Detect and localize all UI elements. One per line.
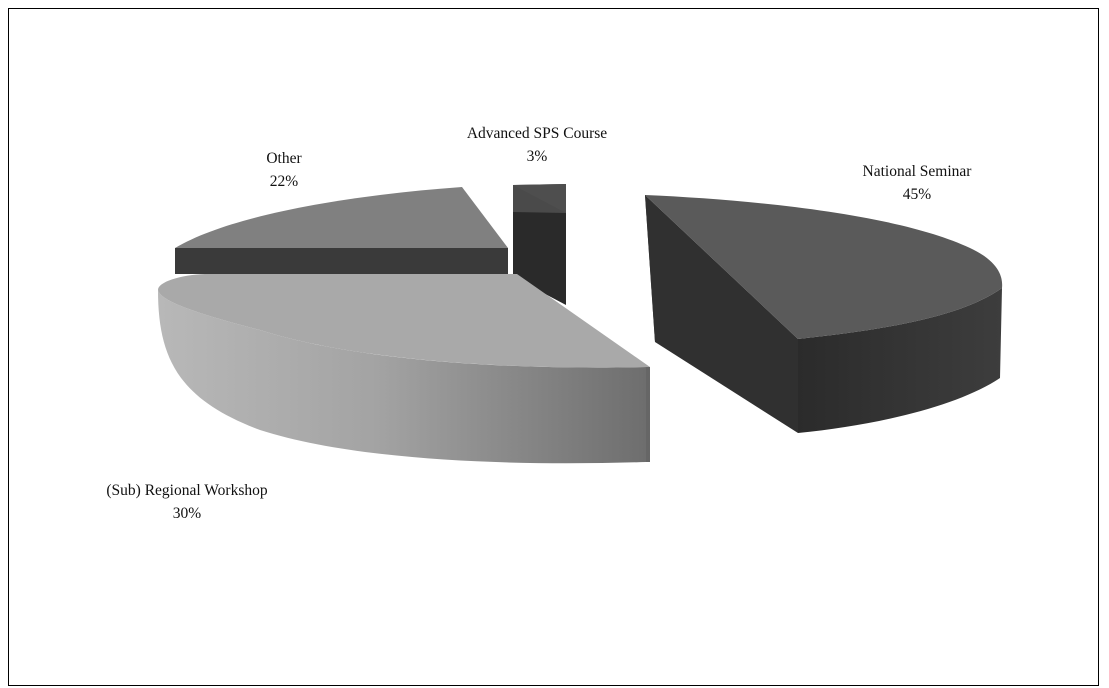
value-national-seminar: 45% [903,186,932,203]
slice-other-top [175,187,508,248]
slice-national-seminar-side-radial [645,195,798,433]
slice-other-side [175,248,508,274]
slice-national-seminar-top [645,195,1003,339]
value-other: 22% [270,173,299,190]
label-other: Other [266,150,302,167]
slice-advanced-sps-course-top [513,184,566,213]
slice-national-seminar-side-outer [798,288,1002,433]
slice-advanced-sps-course [513,184,566,305]
value-sub-regional-workshop: 30% [173,505,202,522]
slice-sub-regional-workshop-top [158,274,650,368]
slice-national-seminar [645,195,1003,433]
slice-sub-regional-workshop-side [158,290,646,464]
value-advanced-sps-course: 3% [527,148,548,165]
slice-other [175,187,508,274]
label-national-seminar: National Seminar [863,163,973,180]
slice-sub-regional-workshop-side-right [646,367,650,462]
slice-sub-regional-workshop [158,274,650,464]
label-sub-regional-workshop: (Sub) Regional Workshop [106,482,267,499]
slice-advanced-sps-course-side [513,185,566,305]
label-advanced-sps-course: Advanced SPS Course [467,125,607,142]
